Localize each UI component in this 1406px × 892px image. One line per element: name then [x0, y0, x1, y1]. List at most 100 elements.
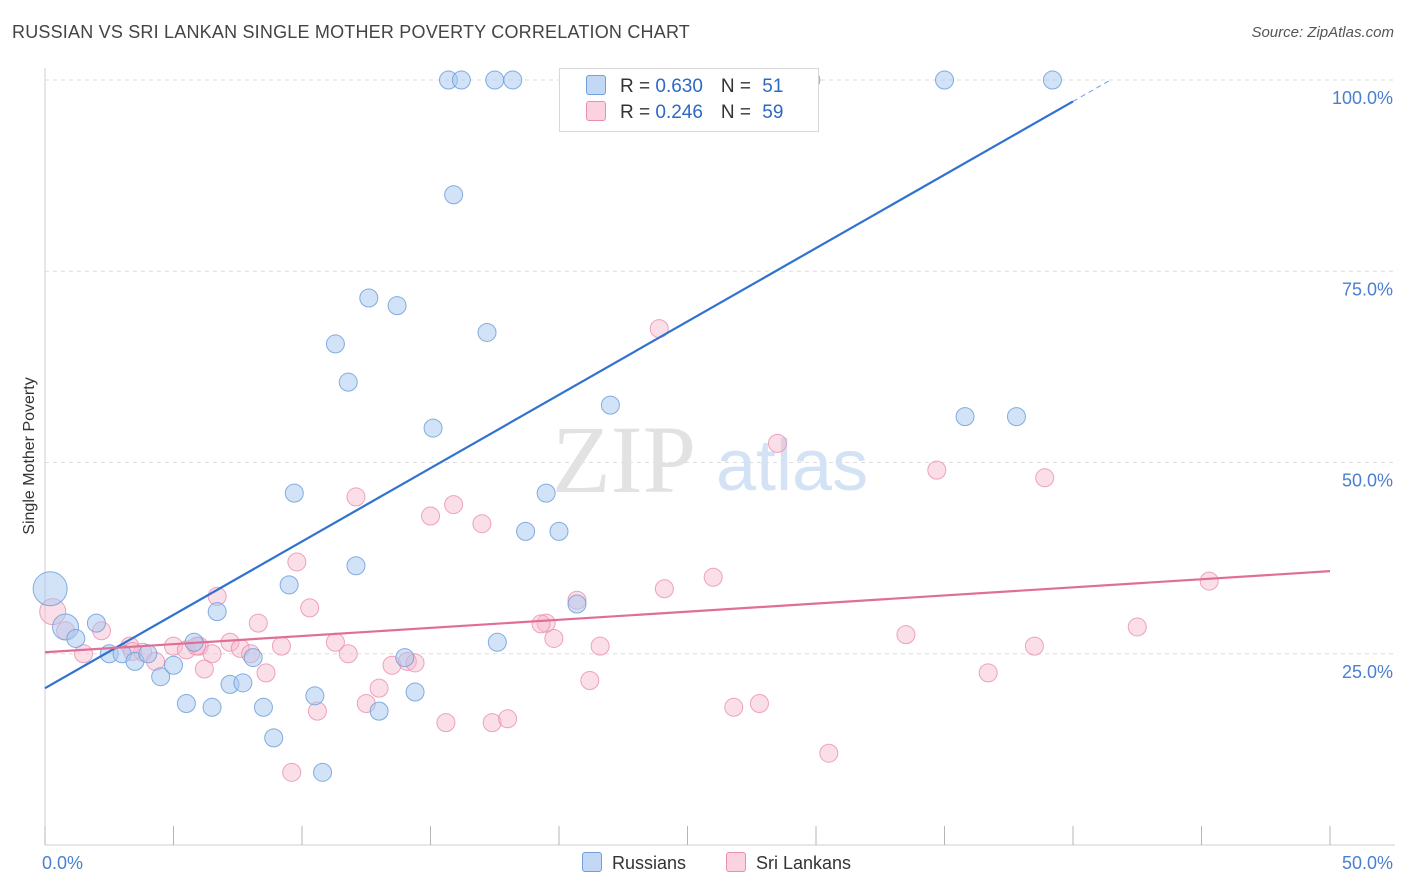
bottom-legend-swatch-russians	[582, 852, 602, 872]
srilankans-point-31	[444, 495, 464, 515]
legend-swatch-srilankans	[586, 101, 606, 121]
bottom-legend-srilankans: Sri Lankans	[726, 852, 851, 874]
y-tick-label-2: 75.0%	[1342, 279, 1393, 299]
srilankans-point-50	[978, 663, 998, 683]
x-tick-label-1: 50.0%	[1342, 853, 1393, 873]
legend-r-value-russians: 0.630	[655, 76, 703, 97]
srilankans-point-45	[749, 693, 769, 713]
russians-point-36	[485, 70, 505, 90]
russians-point-37	[503, 70, 523, 90]
srilankans-point-20	[287, 552, 307, 572]
russians-point-21	[305, 686, 325, 706]
tick-labels: 25.0% 50.0% 75.0% 100.0% 0.0% 50.0%	[42, 88, 1393, 873]
russians-point-28	[387, 296, 407, 316]
srilankans-point-53	[1127, 617, 1147, 637]
gridlines	[45, 79, 1395, 655]
srilankans-point-58	[531, 614, 551, 634]
y-tick-label-3: 100.0%	[1332, 88, 1393, 108]
srilankans-point-27	[369, 678, 389, 698]
russians-point-47	[955, 407, 975, 427]
legend-n-value-srilankans: 59	[762, 102, 784, 123]
russians-trend-extension	[1072, 78, 1112, 102]
srilankans-point-37	[544, 628, 564, 648]
russians-point-31	[423, 418, 443, 438]
bottom-legend-label-srilankans: Sri Lankans	[756, 853, 852, 873]
russians-point-10	[176, 693, 196, 713]
legend-n-value-russians: 51	[762, 76, 784, 97]
srilankans-point-18	[271, 636, 291, 656]
srilankans-point-11	[202, 644, 222, 664]
legend-n-label-russians: N =	[720, 76, 757, 97]
russians-point-25	[346, 556, 366, 576]
russians-point-42	[567, 594, 587, 614]
russians-point-49	[1042, 70, 1062, 90]
srilankans-point-43	[703, 567, 723, 587]
legend-r-label-russians: R =	[620, 76, 656, 97]
x-tick-label-0: 0.0%	[42, 853, 83, 873]
russians-point-12	[202, 697, 222, 717]
russians-point-41	[549, 521, 569, 541]
russians-point-33	[451, 70, 471, 90]
y-axis-label: Single Mother Poverty	[21, 377, 38, 534]
russians-point-18	[264, 728, 284, 748]
russians-point-23	[325, 334, 345, 354]
srilankans-point-35	[498, 709, 518, 729]
legend-swatch-russians	[586, 75, 606, 95]
watermark-atlas: atlas	[716, 426, 868, 506]
srilankans-point-25	[346, 487, 366, 507]
legend-r-label-srilankans: R =	[620, 102, 656, 123]
russians-point-30	[405, 682, 425, 702]
srilankans-point-19	[282, 762, 302, 782]
russians-point-38	[487, 632, 507, 652]
srilankans-point-46	[767, 433, 787, 453]
srilankans-point-49	[927, 460, 947, 480]
russians-point-3	[86, 613, 106, 633]
srilankans-point-42	[654, 579, 674, 599]
legend-row-russians: R = 0.630 N = 51	[586, 75, 783, 101]
russians-point-26	[359, 288, 379, 308]
srilankans-point-34	[482, 713, 502, 733]
srilankans-point-13	[220, 632, 240, 652]
srilankans-trend-line	[44, 570, 1331, 654]
series-russians-points	[32, 70, 1062, 782]
srilankans-point-47	[819, 743, 839, 763]
russians-point-39	[516, 521, 536, 541]
srilankans-point-54	[1199, 571, 1219, 591]
russians-point-19	[279, 575, 299, 595]
russians-point-48	[1006, 407, 1026, 427]
legend-n-label-srilankans: N =	[720, 102, 757, 123]
russians-point-7	[138, 644, 158, 664]
srilankans-point-10	[194, 659, 214, 679]
legend: R = 0.630 N = 51 R = 0.246 N = 59	[559, 68, 819, 132]
trend-lines	[44, 78, 1331, 690]
srilankans-point-40	[590, 636, 610, 656]
bottom-legend-swatch-srilankans	[726, 852, 746, 872]
srilankans-point-7	[164, 636, 183, 656]
srilankans-point-33	[472, 514, 492, 534]
legend-row-srilankans: R = 0.246 N = 59	[586, 101, 783, 127]
srilankans-point-48	[896, 625, 916, 645]
russians-point-8	[151, 667, 171, 687]
russians-point-22	[313, 762, 333, 782]
watermark-zip: ZIP	[552, 406, 696, 513]
y-tick-label-1: 50.0%	[1342, 471, 1393, 491]
russians-point-20	[284, 483, 304, 503]
axes	[44, 68, 1395, 846]
russians-point-24	[338, 372, 358, 392]
srilankans-point-21	[300, 598, 320, 618]
russians-point-17	[253, 697, 273, 717]
y-axis-label-group: Single Mother Poverty	[21, 377, 38, 534]
srilankans-point-39	[580, 671, 600, 691]
y-tick-label-0: 25.0%	[1342, 662, 1393, 682]
russians-point-34	[444, 185, 464, 205]
chart-title: RUSSIAN VS SRI LANKAN SINGLE MOTHER POVE…	[12, 22, 691, 42]
russians-point-13	[207, 602, 227, 622]
legend-r-value-srilankans: 0.246	[655, 102, 703, 123]
srilankans-point-24	[338, 644, 358, 664]
srilankans-point-36	[536, 613, 556, 633]
bottom-legend-label-russians: Russians	[612, 853, 687, 873]
srilankans-point-44	[724, 697, 744, 717]
source-label: Source: ZipAtlas.com	[1251, 24, 1394, 41]
watermark: ZIP atlas	[552, 406, 868, 513]
